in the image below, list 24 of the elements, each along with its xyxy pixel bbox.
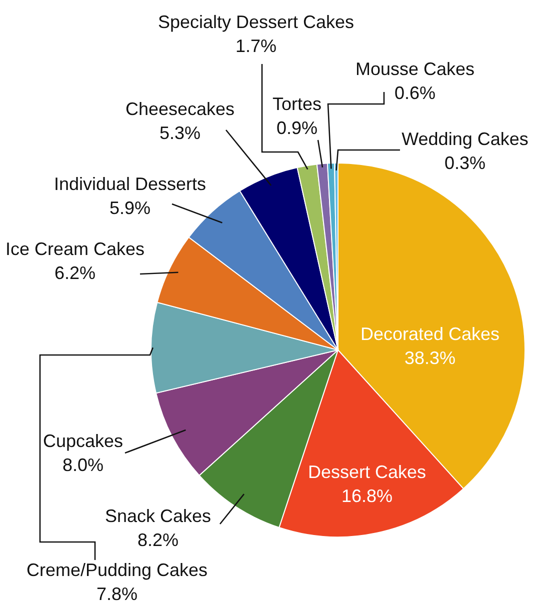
data-label: 0.3% [444, 153, 486, 173]
slice-label: Decorated Cakes [360, 324, 500, 344]
slice-label: Ice Cream Cakes [5, 239, 145, 259]
slice-label: Creme/Pudding Cakes [26, 560, 208, 580]
slice-label: Specialty Dessert Cakes [158, 12, 354, 32]
data-label: 5.3% [159, 123, 201, 143]
data-label: 5.9% [109, 198, 151, 218]
data-label: 16.8% [341, 486, 393, 506]
slice-label: Tortes [272, 94, 322, 114]
data-label: 7.8% [96, 584, 138, 604]
data-label: 8.2% [137, 530, 179, 550]
data-label: 1.7% [235, 36, 277, 56]
data-label: 8.0% [62, 455, 104, 475]
slice-label: Mousse Cakes [355, 59, 475, 79]
data-label: 6.2% [54, 263, 96, 283]
data-label: 0.9% [276, 118, 318, 138]
slice-label: Snack Cakes [104, 506, 212, 526]
slice-label: Wedding Cakes [402, 129, 528, 149]
slice-label: Cheesecakes [125, 99, 235, 119]
data-label: 38.3% [404, 348, 456, 368]
slice-label: Cupcakes [42, 431, 124, 451]
slice-label: Individual Desserts [54, 174, 206, 194]
slice-label: Dessert Cakes [308, 462, 426, 482]
data-label: 0.6% [394, 83, 436, 103]
